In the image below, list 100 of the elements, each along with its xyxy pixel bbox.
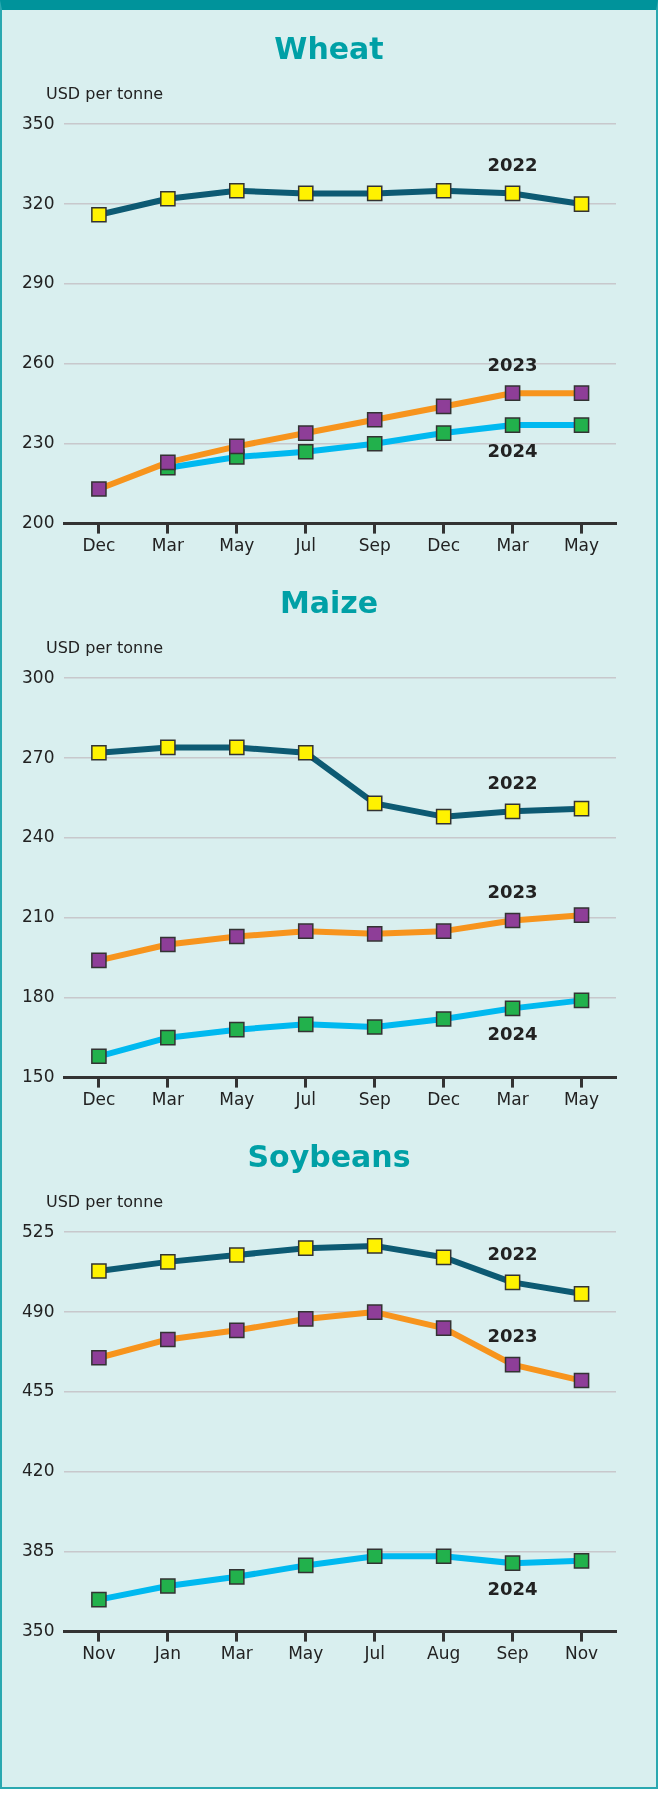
chart-title: Maize (278, 584, 380, 622)
point (228, 182, 245, 199)
y-tick-label: 180 (21, 986, 55, 1007)
point (297, 1557, 314, 1574)
point (91, 744, 107, 761)
point (504, 1555, 521, 1571)
y-axis-title: USD per tonne (46, 84, 165, 104)
point (504, 912, 521, 929)
x-tick-label: Jul (363, 1643, 385, 1664)
point (297, 744, 314, 761)
y-tick-label: 490 (21, 1300, 55, 1321)
x-tick-label: May (219, 535, 255, 556)
x-tick-label: Mar (496, 535, 529, 556)
chart-title: Soybeans (246, 1138, 412, 1176)
x-tick-label: Mar (496, 1089, 529, 1110)
y-tick-label: 385 (21, 1540, 55, 1561)
series-label: 2022 (487, 772, 538, 794)
point (366, 435, 383, 452)
y-tick-label: 290 (21, 272, 55, 293)
x-tick-label: Mar (151, 1089, 184, 1110)
point (504, 1356, 521, 1373)
point (366, 411, 383, 428)
point (573, 385, 590, 401)
point (573, 417, 590, 433)
x-tick-label: Dec (427, 535, 461, 556)
y-axis-title: USD per tonne (46, 638, 165, 658)
point (504, 1274, 521, 1291)
y-tick-label: 210 (21, 906, 55, 927)
point (160, 1578, 176, 1594)
series-label: 2022 (487, 154, 538, 176)
point (91, 1048, 107, 1065)
point (504, 1000, 521, 1017)
series-label: 2024 (487, 1577, 538, 1599)
point (366, 1548, 383, 1565)
y-tick-label: 200 (21, 512, 55, 533)
point (160, 1029, 176, 1046)
point (573, 992, 590, 1009)
series-label: 2023 (487, 881, 538, 903)
point (435, 808, 452, 825)
x-tick-label: Nov (564, 1643, 599, 1664)
point (160, 936, 176, 953)
point (160, 190, 176, 207)
y-tick-label: 420 (21, 1460, 55, 1481)
y-tick-label: 150 (21, 1066, 55, 1087)
x-tick-label: Mar (151, 535, 184, 556)
point (297, 1240, 314, 1256)
point (504, 803, 521, 820)
point (91, 481, 107, 497)
point (366, 926, 383, 942)
x-tick-label: Dec (82, 1089, 116, 1110)
series-label: 2022 (487, 1243, 538, 1265)
point (435, 398, 452, 415)
point (91, 1263, 107, 1279)
y-tick-label: 320 (21, 192, 55, 213)
point (91, 1349, 107, 1366)
y-tick-label: 270 (21, 746, 55, 767)
point (297, 443, 314, 460)
point (435, 182, 452, 199)
point (573, 907, 590, 923)
point (573, 800, 590, 817)
x-tick-label: May (563, 1089, 600, 1110)
point (504, 417, 521, 433)
point (573, 196, 590, 212)
point (228, 1021, 245, 1038)
point (435, 1320, 452, 1336)
point (573, 1372, 590, 1389)
series-label: 2023 (487, 353, 538, 375)
x-tick-label: Jan (153, 1643, 181, 1664)
point (228, 1569, 245, 1585)
point (435, 1249, 452, 1266)
x-tick-label: Nov (82, 1643, 116, 1664)
point (297, 185, 314, 202)
x-tick-label: Sep (358, 535, 391, 556)
x-tick-label: May (219, 1089, 255, 1110)
point (160, 454, 176, 471)
y-tick-label: 230 (21, 432, 55, 453)
point (160, 739, 176, 756)
x-tick-label: Sep (358, 1089, 391, 1110)
chart-title: Wheat (273, 30, 385, 68)
point (228, 1247, 245, 1263)
point (573, 1286, 590, 1302)
point (504, 385, 521, 401)
point (366, 1238, 383, 1254)
point (297, 1016, 314, 1033)
point (297, 425, 314, 441)
y-tick-label: 350 (21, 112, 55, 133)
point (573, 1553, 590, 1569)
point (228, 438, 245, 455)
point (366, 185, 383, 202)
point (435, 1011, 452, 1027)
x-tick-label: Mar (220, 1643, 253, 1664)
series-label: 2023 (487, 1325, 538, 1347)
point (228, 1322, 245, 1339)
series-label: 2024 (487, 439, 538, 461)
y-tick-label: 525 (21, 1220, 55, 1241)
point (297, 923, 314, 939)
y-tick-label: 260 (21, 352, 55, 373)
point (160, 1254, 176, 1270)
point (297, 1311, 314, 1327)
y-tick-label: 240 (21, 826, 55, 847)
